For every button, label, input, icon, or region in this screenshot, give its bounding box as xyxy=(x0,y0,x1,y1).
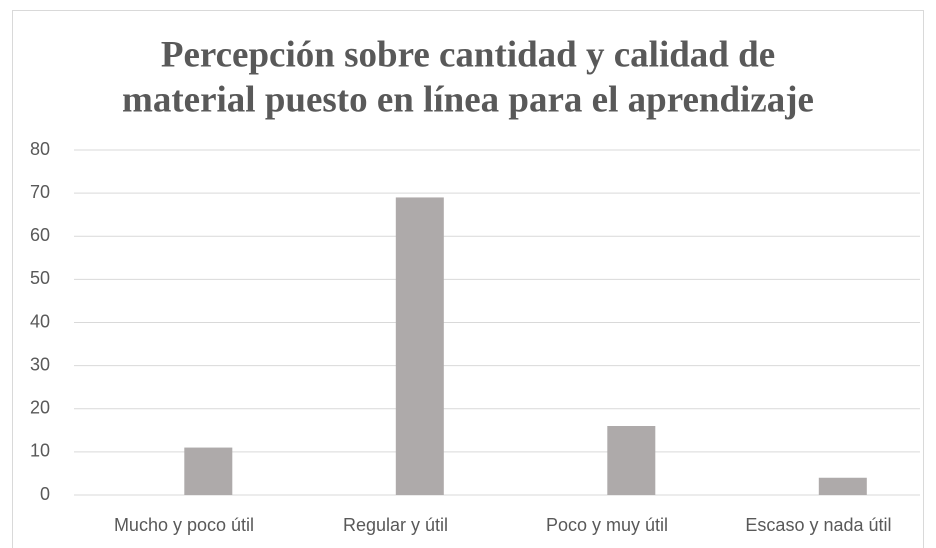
y-tick-label: 0 xyxy=(40,484,50,504)
y-tick-label: 30 xyxy=(30,354,50,374)
chart-title: material puesto en línea para el aprendi… xyxy=(122,79,814,120)
bar xyxy=(818,477,867,495)
x-tick-label: Poco y muy útil xyxy=(546,515,668,535)
y-tick-label: 80 xyxy=(30,139,50,159)
x-tick-label: Escaso y nada útil xyxy=(745,515,891,535)
x-tick-label: Mucho y poco útil xyxy=(114,515,254,535)
bar xyxy=(607,426,656,495)
bar xyxy=(395,197,444,495)
chart-title: Percepción sobre cantidad y calidad de xyxy=(161,34,775,75)
y-tick-label: 50 xyxy=(30,268,50,288)
y-tick-label: 20 xyxy=(30,398,50,418)
y-tick-label: 40 xyxy=(30,311,50,331)
bar xyxy=(184,447,233,495)
y-tick-label: 70 xyxy=(30,182,50,202)
x-tick-label: Regular y útil xyxy=(343,515,448,535)
y-tick-label: 60 xyxy=(30,225,50,245)
y-tick-label: 10 xyxy=(30,441,50,461)
